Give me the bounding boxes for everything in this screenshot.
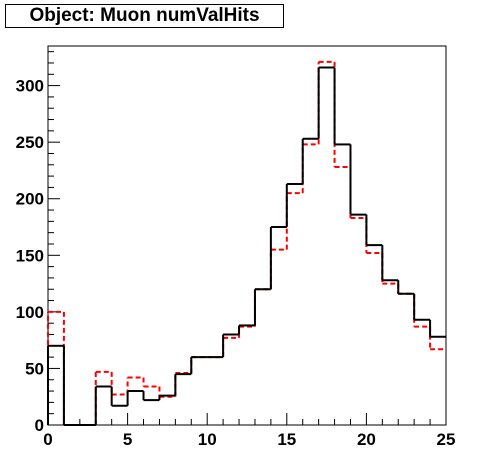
- y-tick-label: 200: [16, 190, 44, 209]
- x-tick-label: 20: [357, 430, 376, 449]
- x-tick-label: 5: [123, 430, 132, 449]
- series-layer: [47, 60, 446, 426]
- y-tick-label: 100: [16, 303, 44, 322]
- y-tick-label: 150: [16, 246, 44, 265]
- y-tick-label: 250: [16, 133, 44, 152]
- y-tick-label: 300: [16, 77, 44, 96]
- dashed-series: [47, 60, 446, 426]
- y-tick-label: 0: [35, 416, 44, 435]
- y-tick-label: 50: [25, 359, 44, 378]
- solid-series: [47, 66, 446, 426]
- axis-ticks: [47, 51, 447, 426]
- chart-title: Object: Muon numValHits: [5, 4, 284, 28]
- x-tick-label: 0: [43, 430, 52, 449]
- x-tick-label: 25: [437, 430, 456, 449]
- x-tick-label: 15: [277, 430, 296, 449]
- plot-frame: [47, 45, 447, 426]
- x-tick-label: 10: [198, 430, 217, 449]
